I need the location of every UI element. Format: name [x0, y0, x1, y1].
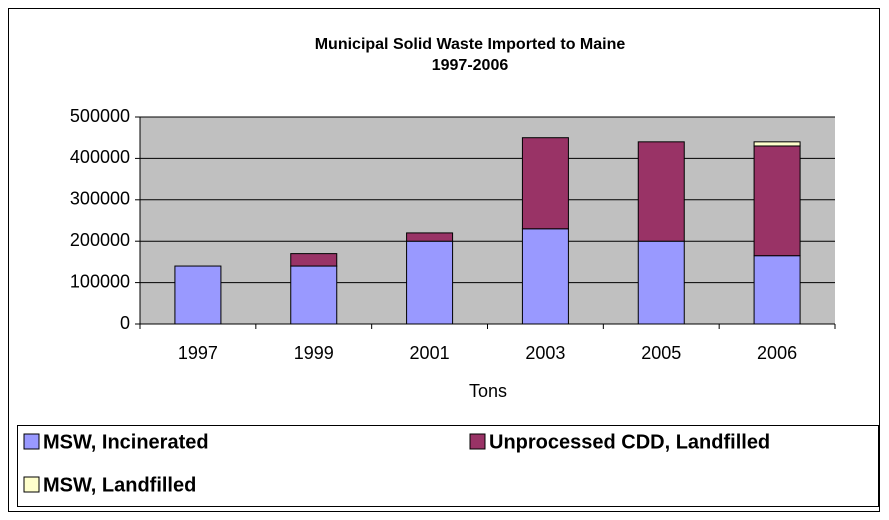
chart-title: Municipal Solid Waste Imported to Maine: [315, 36, 626, 53]
bar-segment: [521, 137, 569, 230]
x-tick-label: 1997: [178, 343, 218, 363]
x-tick-label: 2006: [757, 343, 797, 363]
x-tick-label: 1999: [294, 343, 334, 363]
chart-subtitle: 1997-2006: [432, 57, 509, 74]
y-tick-label: 300000: [70, 189, 130, 209]
y-tick-label: 400000: [70, 147, 130, 167]
bar-segment: [753, 255, 801, 325]
plot-area: [140, 117, 835, 324]
bar-segment: [406, 240, 454, 325]
bar-segment: [290, 253, 338, 267]
bar-segment: [174, 265, 222, 325]
y-tick-label: 0: [120, 313, 130, 333]
bar-segment: [290, 265, 338, 325]
legend-swatch: [469, 433, 486, 450]
legend-label: MSW, Incinerated: [43, 431, 209, 453]
legend-label: MSW, Landfilled: [43, 474, 196, 496]
x-tick-label: 2003: [525, 343, 565, 363]
bar-segment: [753, 141, 801, 147]
bar-segment: [753, 145, 801, 257]
bar-segment: [637, 240, 685, 325]
legend-box: [17, 425, 879, 507]
legend-swatch: [23, 476, 40, 493]
x-tick-label: 2005: [641, 343, 681, 363]
bar-segment: [637, 141, 685, 242]
legend-label: Unprocessed CDD, Landfilled: [489, 431, 770, 453]
bar-segment: [406, 232, 454, 242]
x-axis-label: Tons: [469, 381, 507, 401]
x-tick-label: 2001: [410, 343, 450, 363]
bar-segment: [521, 228, 569, 325]
y-tick-label: 200000: [70, 230, 130, 250]
y-tick-label: 100000: [70, 271, 130, 291]
legend-swatch: [23, 433, 40, 450]
y-tick-label: 500000: [70, 106, 130, 126]
